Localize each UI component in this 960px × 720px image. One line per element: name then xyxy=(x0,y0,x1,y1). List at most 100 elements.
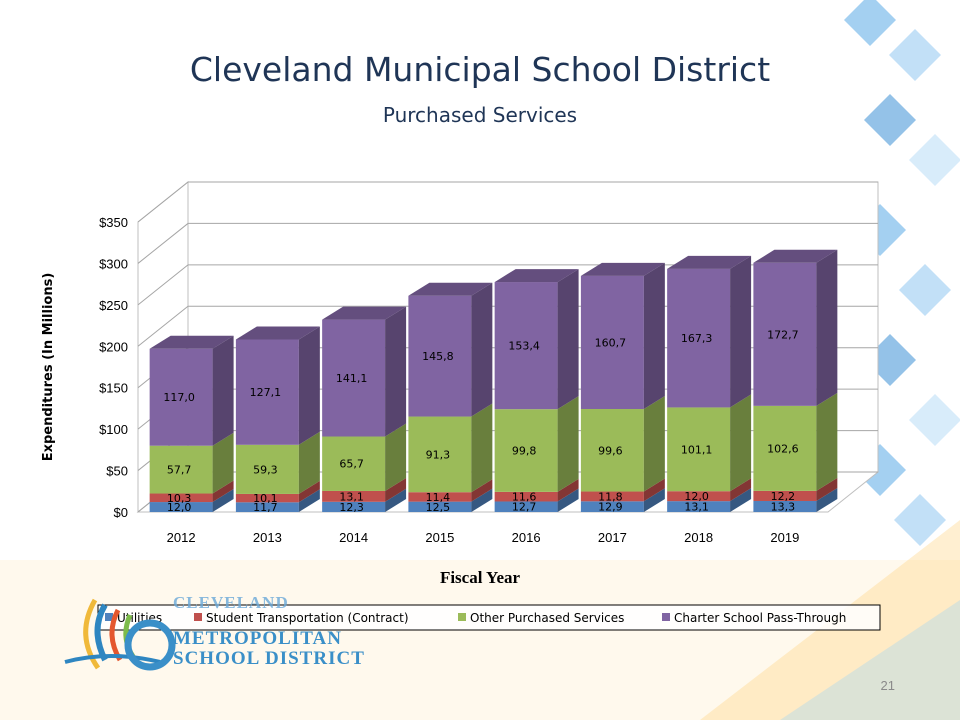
decorative-diamond xyxy=(909,134,960,186)
bar-side xyxy=(471,488,493,512)
bar-segment xyxy=(494,269,579,410)
bar-segment xyxy=(408,403,493,493)
bar-segment xyxy=(149,489,234,512)
bar-segment xyxy=(235,480,320,503)
district-logo xyxy=(50,590,350,680)
bar-side xyxy=(471,403,493,493)
bar-side xyxy=(385,423,407,491)
bar-segment xyxy=(322,477,407,502)
bar-segment xyxy=(408,282,493,417)
bar-segment xyxy=(494,478,579,502)
data-label: 160,7 xyxy=(595,336,627,349)
bar-front xyxy=(322,319,386,437)
data-label: 13,3 xyxy=(771,500,796,513)
bars xyxy=(149,249,838,512)
bar-side xyxy=(730,255,752,408)
y-tick-label: $0 xyxy=(114,505,128,520)
bar-front xyxy=(494,409,558,492)
bar-front xyxy=(580,501,644,512)
y-axis-title: Expenditures (In Millions) xyxy=(41,273,56,462)
bar-segment xyxy=(667,394,752,492)
x-tick-label: 2016 xyxy=(512,530,541,545)
bar-front xyxy=(235,444,299,494)
bar-side xyxy=(298,480,320,503)
bar-side xyxy=(643,478,665,502)
bar-top xyxy=(408,282,493,296)
bar-side xyxy=(385,477,407,502)
bar-segment xyxy=(408,488,493,512)
decorative-diamond xyxy=(844,0,896,46)
data-label: 12,2 xyxy=(771,490,796,503)
bar-segment xyxy=(753,487,838,512)
bar-top xyxy=(667,255,752,269)
y-tick-label: $350 xyxy=(99,215,128,230)
y-tick-label: $250 xyxy=(99,298,128,313)
bar-segment xyxy=(667,255,752,408)
bar-front xyxy=(494,501,558,512)
y-tick-label: $300 xyxy=(99,256,128,271)
data-label: 102,6 xyxy=(767,442,799,455)
data-label: 12,0 xyxy=(684,490,709,503)
bar-front xyxy=(753,500,817,512)
x-tick-label: 2012 xyxy=(167,530,196,545)
bar-front xyxy=(322,436,386,491)
bar-top xyxy=(580,262,665,276)
bar-front xyxy=(494,282,558,410)
data-label: 172,7 xyxy=(767,328,799,341)
bar-side xyxy=(385,306,407,437)
bar-side xyxy=(557,396,579,492)
bar-side xyxy=(816,487,838,512)
data-label: 12,7 xyxy=(512,501,537,514)
decorative-diamond xyxy=(899,264,951,316)
chart-title: Cleveland Municipal School District xyxy=(189,50,771,89)
y-tick-label: $150 xyxy=(99,381,128,396)
bar-segment xyxy=(149,480,234,503)
legend-label: Charter School Pass-Through xyxy=(674,611,846,625)
logo-emblem-icon xyxy=(64,598,176,671)
data-label: 13,1 xyxy=(684,501,709,514)
bar-segment xyxy=(753,477,838,501)
data-label: 117,0 xyxy=(163,391,195,404)
bar-front xyxy=(149,445,213,494)
bar-front xyxy=(667,501,731,512)
bar-front xyxy=(580,275,644,410)
bar-segment xyxy=(580,396,665,492)
decorative-diamond xyxy=(889,29,941,81)
legend-swatch xyxy=(194,613,202,621)
legend-swatch xyxy=(458,613,466,621)
bar-segment xyxy=(149,432,234,494)
bar-segment xyxy=(580,262,665,410)
data-label: 12,3 xyxy=(339,501,364,514)
bar-front xyxy=(235,502,299,512)
bar-front xyxy=(408,501,472,512)
bar-front xyxy=(408,416,472,493)
bar-side xyxy=(643,396,665,492)
data-label: 12,9 xyxy=(598,501,623,514)
bar-front xyxy=(753,262,817,406)
bar-side xyxy=(471,282,493,417)
bar-segment xyxy=(235,326,320,445)
x-tick-label: 2015 xyxy=(425,530,454,545)
bar-front xyxy=(408,492,472,502)
bar-side xyxy=(298,326,320,445)
data-label: 153,4 xyxy=(508,340,540,353)
bar-segment xyxy=(322,306,407,437)
logo-text-line3: SCHOOL DISTRICT xyxy=(173,648,365,669)
x-tick-label: 2018 xyxy=(684,530,713,545)
logo-text-line2: METROPOLITAN xyxy=(173,628,342,649)
bar-side xyxy=(212,335,234,446)
data-label: 167,3 xyxy=(681,332,713,345)
gridline xyxy=(137,181,878,223)
bar-front xyxy=(149,348,213,446)
bar-segment xyxy=(149,335,234,446)
y-tick-label: $50 xyxy=(106,464,128,479)
data-label: 99,6 xyxy=(598,444,623,457)
data-label: 59,3 xyxy=(253,463,278,476)
bar-front xyxy=(322,501,386,512)
bar-segment xyxy=(408,479,493,502)
bar-segment xyxy=(322,423,407,491)
bar-front xyxy=(753,405,817,491)
bar-side xyxy=(557,488,579,512)
data-label: 10,3 xyxy=(167,492,192,505)
